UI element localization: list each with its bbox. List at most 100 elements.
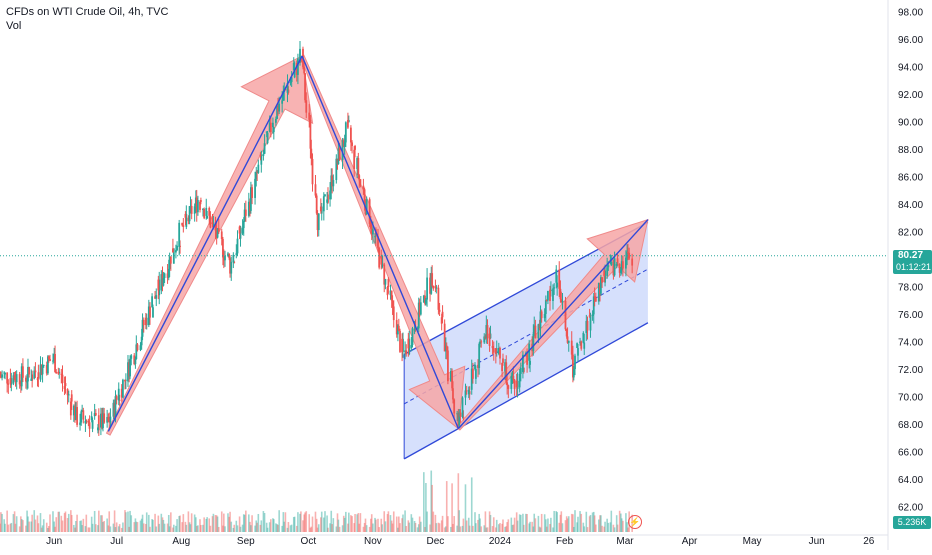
volume-bar (287, 522, 290, 532)
volume-bar (250, 525, 252, 532)
candle-body (392, 306, 395, 321)
volume-bar (39, 513, 42, 532)
volume-bar (222, 525, 224, 532)
lightning-icon[interactable]: ⚡ (628, 515, 642, 529)
volume-bar (483, 525, 486, 532)
volume-bar (510, 517, 513, 532)
volume-bar (522, 513, 524, 532)
candle-body (326, 199, 328, 203)
candle-body (40, 364, 43, 375)
volume-bar (320, 517, 322, 532)
candle-body (144, 317, 147, 326)
volume-bar (577, 516, 579, 532)
volume-bar (574, 510, 576, 532)
candle-body (519, 367, 522, 374)
candle-body (431, 273, 434, 286)
volume-bar (114, 527, 117, 532)
volume-bar (37, 523, 40, 532)
volume-indicator-label[interactable]: Vol (6, 20, 22, 32)
volume-bar (4, 523, 6, 532)
candle-body (0, 376, 2, 378)
trend-lines[interactable] (0, 55, 888, 432)
volume-bar (26, 510, 28, 532)
volume-bar (149, 526, 151, 532)
volume-bar (407, 520, 410, 532)
candle-body (22, 366, 24, 378)
volume-bar (42, 519, 45, 532)
volume-bar (525, 513, 527, 532)
candle-body (417, 302, 420, 329)
volume-bar (534, 518, 537, 532)
candle-body (615, 264, 618, 266)
time-tick-label: Jun (809, 536, 825, 547)
volume-bar (197, 525, 199, 532)
candle-body (486, 325, 489, 339)
volume-bar (553, 510, 555, 532)
volume-bar (426, 511, 428, 532)
candle-body (172, 248, 175, 264)
candle-body (358, 175, 361, 180)
arrow-up-1 (105, 55, 314, 436)
volume-bar (166, 523, 169, 532)
volume-bar (540, 513, 543, 532)
volume-bar (467, 517, 470, 532)
volume-bar (458, 510, 461, 532)
price-axis[interactable]: 98.00 96.00 94.00 92.00 90.00 88.00 86.00 84.00… (887, 0, 923, 550)
volume-bar (363, 522, 366, 532)
volume-bar (627, 527, 629, 532)
volume-bar (324, 511, 326, 532)
volume-bar (63, 513, 66, 532)
volume-bar (268, 522, 271, 532)
candle-body (100, 413, 102, 428)
volume-bar (265, 522, 268, 532)
volume-bar (205, 518, 208, 532)
candle-body (506, 382, 509, 386)
candle-body (426, 277, 428, 300)
price-tick-label: 78.00 (898, 283, 923, 294)
candle-body (354, 145, 356, 150)
volume-bar (416, 527, 419, 532)
volume-bar (292, 517, 295, 532)
candle-body (179, 245, 181, 247)
chart-legend: CFDs on WTI Crude Oil, 4h, TVC Vol (6, 5, 168, 33)
volume-bar (479, 518, 481, 532)
volume-bar (414, 522, 417, 532)
volume-bar (533, 513, 536, 532)
volume-bar (392, 511, 395, 532)
volume-bar (526, 514, 528, 532)
volume-bar (572, 514, 574, 532)
time-axis[interactable]: Jun Jul Aug Sep Oct Nov Dec 2024 Feb Mar Apr May Jun… (0, 534, 888, 547)
price-tick-label: 86.00 (898, 173, 923, 184)
volume-bar (552, 527, 554, 532)
volume-bar (28, 521, 30, 532)
volume-bar (217, 526, 220, 532)
volume-bar (359, 513, 362, 532)
candle-body (185, 213, 188, 227)
candle-body (41, 365, 44, 375)
volume-bar (505, 526, 508, 532)
time-tick-label: Jun (46, 536, 62, 547)
candle-body (518, 373, 521, 388)
candle-body (251, 187, 253, 198)
symbol-title[interactable]: CFDs on WTI Crude Oil, 4h, TVC (6, 6, 169, 18)
volume-bar (97, 525, 99, 532)
volume-bar (251, 515, 253, 532)
volume-bar (607, 522, 610, 532)
volume-bar (54, 526, 56, 532)
volume-bar (74, 527, 76, 532)
volume-bar (461, 525, 464, 532)
candle-body (350, 127, 352, 143)
candle-body (616, 258, 619, 266)
candle-body (332, 180, 335, 187)
candle-body (80, 411, 83, 423)
volume-bar (10, 522, 13, 532)
volume-bar (202, 524, 204, 532)
candle-body (79, 422, 81, 425)
volume-bar (109, 526, 112, 532)
candle-body (529, 360, 531, 365)
volume-bar (347, 523, 349, 532)
candle-body (215, 230, 218, 238)
candle-body (292, 62, 295, 71)
